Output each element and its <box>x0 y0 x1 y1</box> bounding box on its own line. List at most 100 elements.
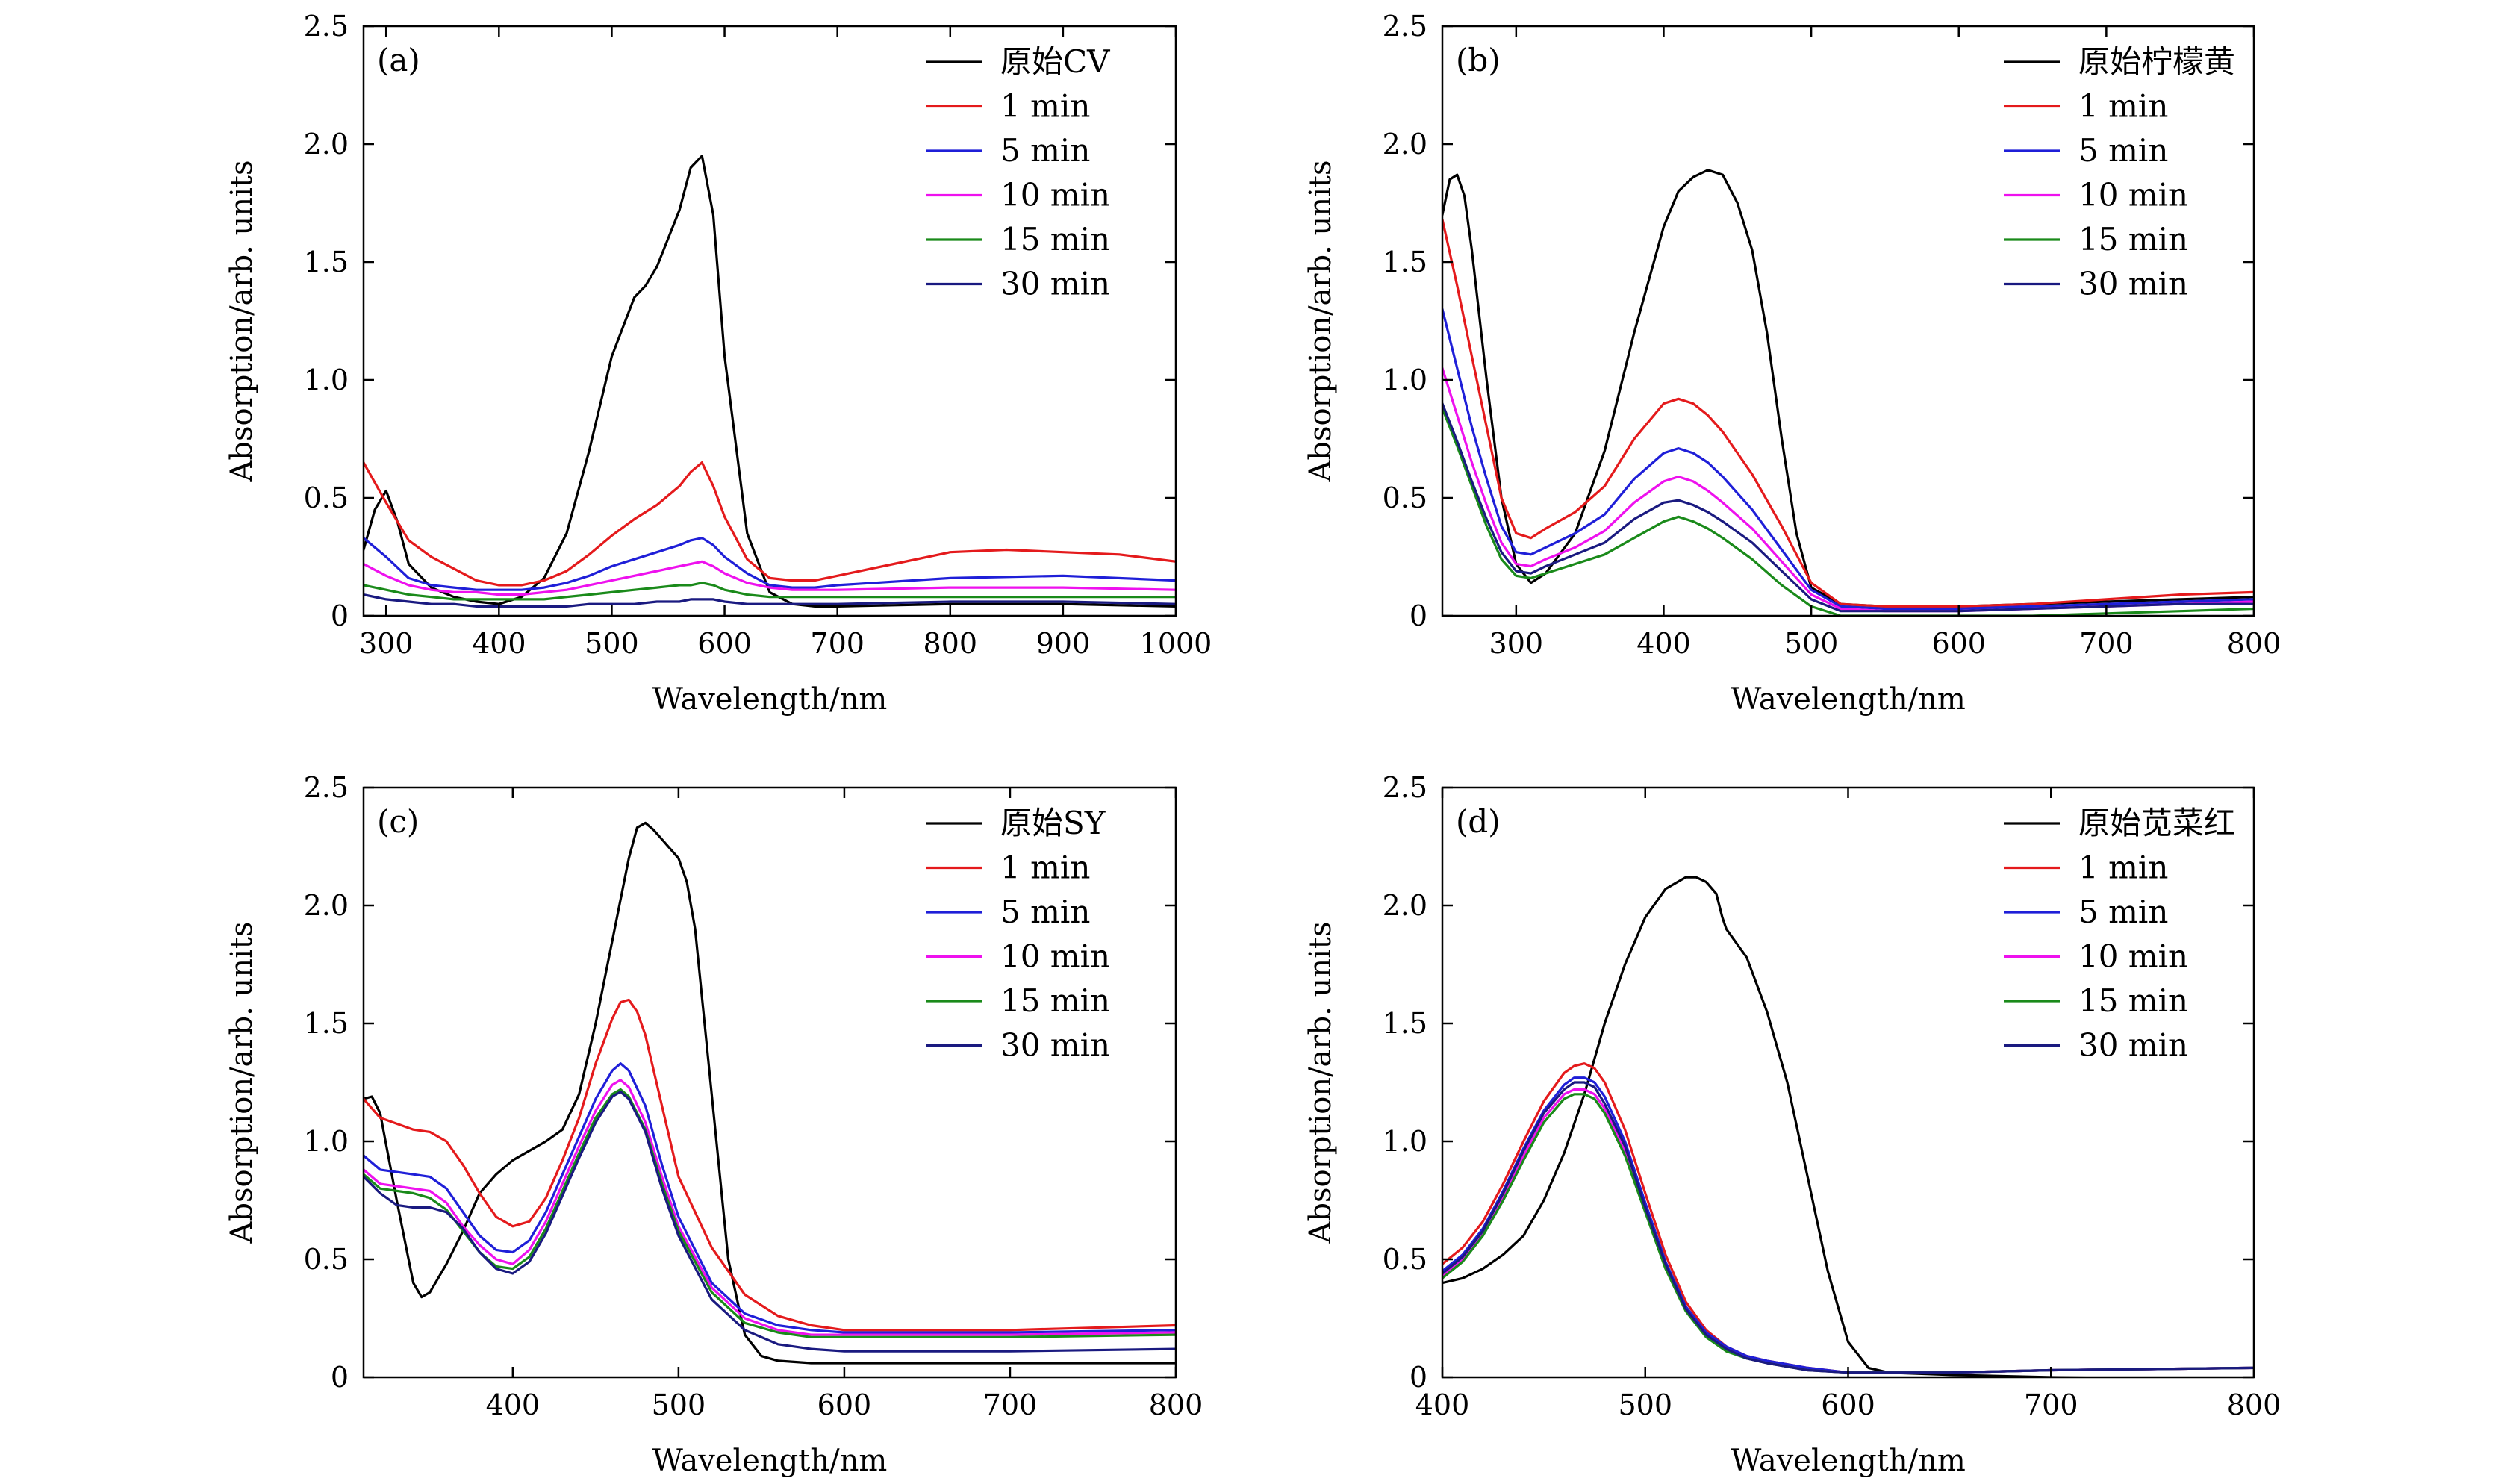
y-tick-label: 0 <box>331 1361 349 1394</box>
x-tick-label: 500 <box>585 627 639 660</box>
x-tick-label: 600 <box>1931 627 1986 660</box>
series-line-2 <box>1442 1076 2254 1374</box>
plot-area <box>364 821 1176 1365</box>
legend-label: 10 min <box>1000 938 1110 975</box>
series-line-4 <box>1442 407 2254 616</box>
panel-d: 400 500 600 700 800 0 0.5 1.0 1.5 2.0 2.5 Wavelengt… <box>1303 771 2281 1478</box>
series-line-1 <box>364 998 1176 1332</box>
x-tick-label: 400 <box>1636 627 1691 660</box>
y-tick-label: 1.0 <box>304 364 349 396</box>
plot-frame <box>362 786 1177 1379</box>
y-tick-label: 2.5 <box>1383 771 1427 804</box>
series-line-0 <box>1442 876 2153 1377</box>
y-tick-label: 1.0 <box>1383 364 1427 396</box>
legend-label: 原始CV <box>1000 43 1110 80</box>
y-tick-label: 0.5 <box>304 481 349 514</box>
legend-label: 5 min <box>1000 894 1090 930</box>
x-tick-label: 1000 <box>1140 627 1212 660</box>
plot-area <box>1442 876 2254 1377</box>
series-line-1 <box>364 461 1176 587</box>
panel-label: (c) <box>377 803 419 840</box>
legend-label: 30 min <box>1000 1027 1110 1064</box>
legend-label: 15 min <box>2078 221 2188 258</box>
x-tick-label: 800 <box>2227 627 2281 660</box>
legend-label: 10 min <box>2078 938 2188 975</box>
y-tick-label: 2.0 <box>1383 889 1427 922</box>
y-axis-label: Absorption/arb. units <box>1303 922 1338 1244</box>
legend-label: 15 min <box>1000 982 1110 1019</box>
y-tick-label: 0 <box>331 599 349 632</box>
y-tick-label: 2.5 <box>1383 10 1427 43</box>
x-tick-label: 300 <box>359 627 414 660</box>
panel-label: (a) <box>377 42 420 78</box>
legend-label: 1 min <box>2078 849 2168 886</box>
panel-c: 400 500 600 700 800 0 0.5 1.0 1.5 2.0 2.5 Wavelengt… <box>225 771 1203 1478</box>
y-tick-label: 1.0 <box>1383 1125 1427 1158</box>
y-tick-label: 1.5 <box>304 246 349 278</box>
series-line-2 <box>1442 308 2254 611</box>
series-line-3 <box>1442 1088 2254 1374</box>
series-line-5 <box>364 1091 1176 1353</box>
x-tick-label: 500 <box>652 1388 706 1421</box>
series-line-5 <box>364 593 1176 608</box>
x-tick-label: 500 <box>1784 627 1839 660</box>
plot-frame <box>1441 25 2255 617</box>
x-axis-label: Wavelength/nm <box>1731 682 1966 717</box>
legend-label: 5 min <box>2078 132 2168 169</box>
plot-area <box>364 155 1176 608</box>
legend-label: 15 min <box>1000 221 1110 258</box>
legend-label: 1 min <box>1000 849 1090 886</box>
x-tick-label: 400 <box>486 1388 541 1421</box>
legend-label: 10 min <box>2078 177 2188 213</box>
legend-label: 1 min <box>1000 88 1090 125</box>
panel-a: 300 400 500 600 700 800 900 1000 0 0.5 1.0 1.5 2.0 2.… <box>225 10 1212 717</box>
panel-label: (b) <box>1456 42 1501 78</box>
legend-label: 5 min <box>2078 894 2168 930</box>
legend-label: 15 min <box>2078 982 2188 1019</box>
x-tick-label: 300 <box>1489 627 1544 660</box>
legend-label: 5 min <box>1000 132 1090 169</box>
series-line-1 <box>1442 1062 2254 1374</box>
legend-label: 30 min <box>2078 266 2188 302</box>
x-tick-label: 700 <box>2024 1388 2078 1421</box>
y-tick-label: 2.0 <box>304 128 349 160</box>
x-tick-label: 600 <box>697 627 752 660</box>
series-line-5 <box>1442 1081 2254 1374</box>
plot-area <box>1442 169 2254 616</box>
series-line-3 <box>1442 367 2254 613</box>
y-tick-label: 1.5 <box>1383 246 1427 278</box>
x-axis-label: Wavelength/nm <box>652 1444 888 1478</box>
series-line-3 <box>364 560 1176 596</box>
x-axis-label: Wavelength/nm <box>1731 1444 1966 1478</box>
x-tick-label: 900 <box>1036 627 1091 660</box>
legend-label: 原始SY <box>1000 805 1106 841</box>
series-line-2 <box>364 537 1176 591</box>
x-tick-label: 700 <box>983 1388 1038 1421</box>
x-tick-label: 500 <box>1618 1388 1672 1421</box>
series-line-0 <box>364 821 1176 1365</box>
series-line-2 <box>364 1062 1176 1334</box>
x-tick-label: 800 <box>2227 1388 2281 1421</box>
y-tick-label: 1.5 <box>304 1007 349 1040</box>
series-line-1 <box>1442 218 2254 608</box>
x-tick-label: 400 <box>1415 1388 1470 1421</box>
legend-label: 30 min <box>2078 1027 2188 1064</box>
x-tick-label: 800 <box>1149 1388 1203 1421</box>
y-axis-label: Absorption/arb. units <box>1303 160 1338 483</box>
legend-label: 原始苋菜红 <box>2078 805 2235 841</box>
panel-b: 300 400 500 600 700 800 0 0.5 1.0 1.5 2.0 2.5 Wavele… <box>1303 10 2281 717</box>
x-tick-label: 400 <box>472 627 526 660</box>
x-axis-label: Wavelength/nm <box>652 682 888 717</box>
y-tick-label: 1.5 <box>1383 1007 1427 1040</box>
y-axis-label: Absorption/arb. units <box>225 922 259 1244</box>
series-line-4 <box>364 582 1176 601</box>
x-tick-label: 700 <box>2079 627 2134 660</box>
y-tick-label: 0.5 <box>1383 1243 1427 1276</box>
series-line-5 <box>1442 402 2254 613</box>
plot-frame <box>362 25 1177 617</box>
x-tick-label: 700 <box>810 627 865 660</box>
y-tick-label: 0 <box>1410 599 1427 632</box>
legend-label: 30 min <box>1000 266 1110 302</box>
legend-label: 10 min <box>1000 177 1110 213</box>
